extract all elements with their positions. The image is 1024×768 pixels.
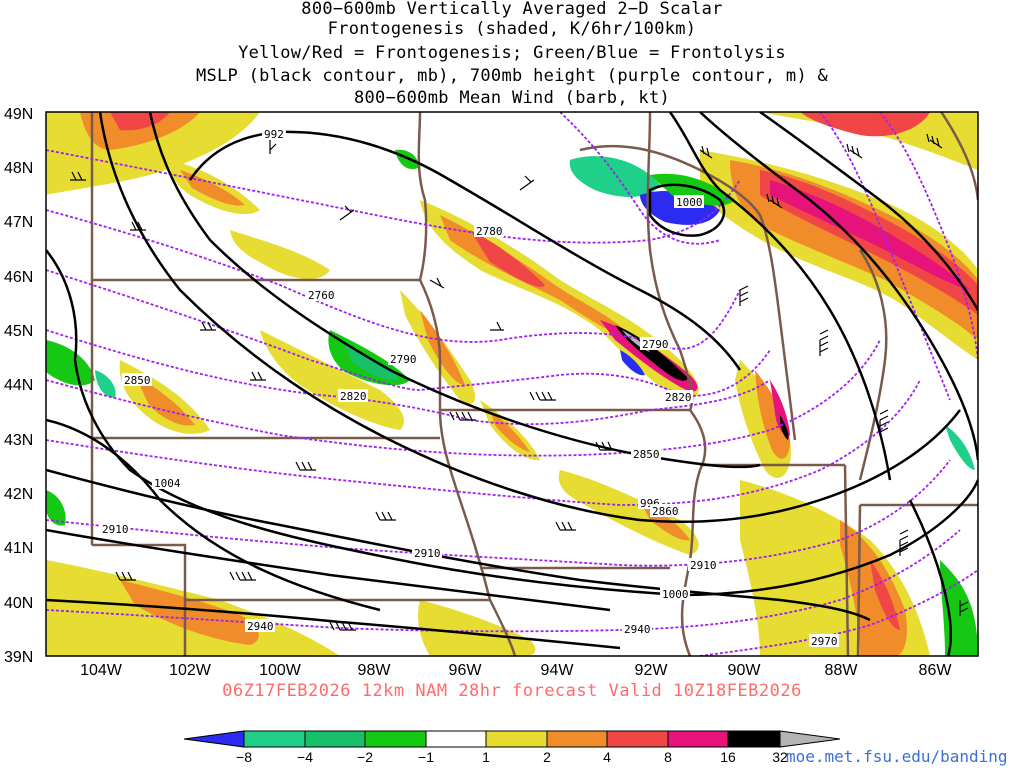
svg-text:2940: 2940: [247, 620, 274, 633]
title-line-4: MSLP (black contour, mb), 700mb height (…: [195, 66, 829, 86]
height-label-2860: 2860: [650, 504, 680, 518]
svg-text:2820: 2820: [340, 390, 367, 403]
svg-text:1000: 1000: [662, 588, 689, 601]
colorbar-label: 2: [543, 749, 551, 765]
colorbar: −8 −4 −2 −1 1 2 4 8 16 32: [183, 730, 841, 765]
lat-label-41n: 41N: [4, 540, 33, 557]
colorbar-label: 16: [720, 749, 736, 765]
svg-text:2850: 2850: [124, 374, 151, 387]
height-label-2820-east: 2820: [663, 390, 693, 404]
height-label-2910-west: 2910: [100, 522, 130, 536]
colorbar-label: 32: [772, 749, 788, 765]
height-label-2790-east: 2790: [640, 337, 670, 351]
colorbar-swatch-6: [546, 730, 608, 748]
svg-text:2910: 2910: [690, 559, 717, 572]
lat-label-48n: 48N: [4, 160, 33, 177]
colorbar-label: 8: [664, 749, 672, 765]
longitude-axis: 104W 102W 100W 98W 96W 94W 92W 90W 88W 8…: [80, 662, 952, 679]
contour-labels: 992 1000 1004 996 1000 2780 2760 2790 28…: [100, 127, 839, 648]
colorbar-swatch-9: [727, 730, 781, 748]
colorbar-swatch-0: [183, 730, 245, 748]
forecast-valid-time: 06Z17FEB2026 12km NAM 28hr forecast Vali…: [222, 681, 802, 701]
title-line-2: Frontogenesis (shaded, K/6hr/100km): [327, 19, 697, 39]
colorbar-label: −1: [418, 749, 434, 765]
lat-label-39n: 39N: [4, 649, 33, 666]
colorbar-label: 1: [482, 749, 490, 765]
colorbar-swatch-4: [425, 730, 487, 748]
colorbar-swatch-10: [779, 730, 841, 748]
lon-label-92w: 92W: [635, 662, 669, 679]
colorbar-label: −2: [357, 749, 373, 765]
title-line-3: Yellow/Red = Frontogenesis; Green/Blue =…: [238, 43, 786, 63]
svg-text:2970: 2970: [811, 635, 838, 648]
lon-label-96w: 96W: [449, 662, 483, 679]
lat-label-47n: 47N: [4, 214, 33, 231]
lon-label-90w: 90W: [728, 662, 762, 679]
colorbar-label: 4: [603, 749, 611, 765]
svg-text:2910: 2910: [414, 547, 441, 560]
colorbar-label: −4: [297, 749, 313, 765]
lon-label-100w: 100W: [259, 662, 302, 679]
lat-label-42n: 42N: [4, 486, 33, 503]
svg-text:2910: 2910: [102, 523, 129, 536]
height-label-2760: 2760: [306, 288, 336, 302]
height-label-2790-west: 2790: [388, 352, 418, 366]
lat-label-49n: 49N: [4, 106, 33, 123]
isobar-label-992: 992: [262, 127, 286, 141]
lat-label-45n: 45N: [4, 323, 33, 340]
map-plot-area: [46, 112, 978, 656]
isobar-label-1004: 1004: [152, 476, 182, 490]
height-label-2910-east: 2910: [688, 558, 718, 572]
source-url: moe.met.fsu.edu/banding: [786, 747, 1008, 766]
svg-text:2820: 2820: [665, 391, 692, 404]
height-label-2940-east: 2940: [622, 622, 652, 636]
height-label-2780: 2780: [474, 224, 504, 238]
height-label-2820-west: 2820: [338, 389, 368, 403]
height-label-2970: 2970: [809, 634, 839, 648]
svg-text:2790: 2790: [642, 338, 669, 351]
title-line-5: 800−600mb Mean Wind (barb, kt): [353, 88, 671, 108]
svg-text:1004: 1004: [154, 477, 181, 490]
svg-text:2850: 2850: [633, 448, 660, 461]
mslp-isobars: [46, 112, 978, 656]
lon-label-104w: 104W: [80, 662, 123, 679]
height-label-2850-west: 2850: [122, 373, 152, 387]
colorbar-label: −8: [236, 749, 252, 765]
lon-label-88w: 88W: [825, 662, 859, 679]
height-contours: [46, 112, 978, 656]
height-label-2850-east: 2850: [631, 447, 661, 461]
lon-label-94w: 94W: [541, 662, 575, 679]
wind-barbs: [70, 133, 969, 631]
title-line-1: 800−600mb Vertically Averaged 2−D Scalar: [301, 0, 723, 19]
svg-text:2790: 2790: [390, 353, 417, 366]
colorbar-swatch-3: [364, 730, 427, 748]
colorbar-swatch-7: [606, 730, 669, 748]
svg-text:2760: 2760: [308, 289, 335, 302]
lat-label-44n: 44N: [4, 377, 33, 394]
svg-text:2860: 2860: [652, 505, 679, 518]
colorbar-swatch-1: [243, 730, 306, 748]
lon-label-102w: 102W: [169, 662, 212, 679]
colorbar-swatch-2: [304, 730, 366, 748]
lat-label-40n: 40N: [4, 595, 33, 612]
lat-label-43n: 43N: [4, 432, 33, 449]
lon-label-98w: 98W: [358, 662, 392, 679]
plot-frame: [45, 111, 979, 657]
lat-label-46n: 46N: [4, 269, 33, 286]
svg-text:992: 992: [264, 128, 284, 141]
isobar-label-1000-north: 1000: [674, 195, 704, 209]
height-label-2940-west: 2940: [245, 619, 275, 633]
height-label-2910-center: 2910: [412, 546, 442, 560]
latitude-axis: 49N 48N 47N 46N 45N 44N 43N 42N 41N 40N …: [4, 106, 33, 666]
svg-text:2940: 2940: [624, 623, 651, 636]
colorbar-swatch-8: [667, 730, 729, 748]
svg-text:2780: 2780: [476, 225, 503, 238]
colorbar-swatch-5: [485, 730, 548, 748]
isobar-label-1000-south: 1000: [660, 587, 690, 601]
svg-text:1000: 1000: [676, 196, 703, 209]
lon-label-86w: 86W: [919, 662, 953, 679]
